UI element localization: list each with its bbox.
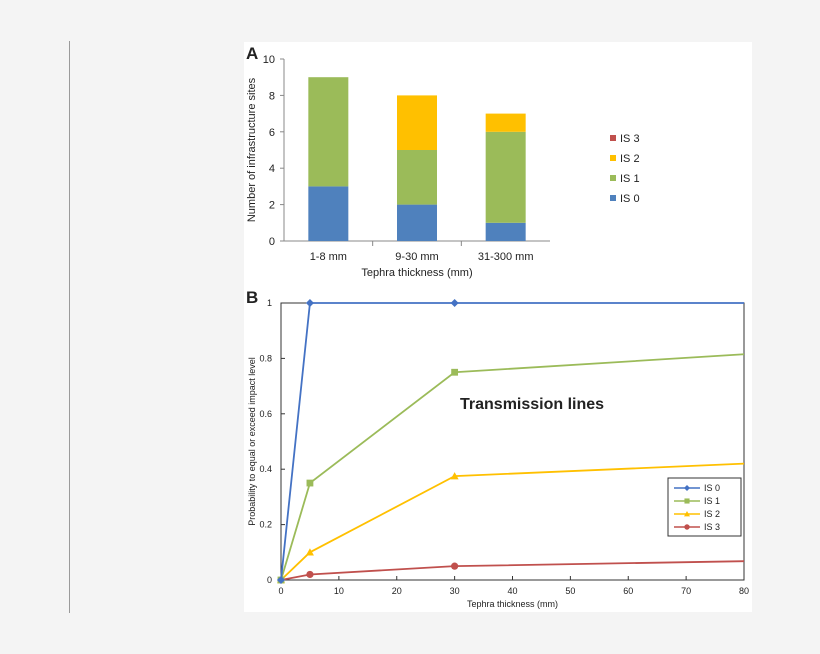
- x-axis-title: Tephra thickness (mm): [361, 267, 472, 279]
- x-tick-label: 0: [278, 586, 283, 596]
- bar-segment-is1: [485, 131, 526, 223]
- y-tick-label: 1: [267, 298, 272, 308]
- y-tick-label: 0.6: [259, 409, 272, 419]
- bar-segment-is2: [397, 95, 437, 150]
- data-point-is0: [450, 299, 459, 307]
- y-tick-label: 10: [263, 54, 275, 66]
- data-point-is1: [306, 479, 314, 487]
- series-line-is2: [280, 462, 745, 581]
- bar-segment-is0: [397, 204, 437, 241]
- x-tick-label: 50: [565, 586, 575, 596]
- y-axis-title: Probability to equal or exceed impact le…: [247, 357, 257, 526]
- bar-segment-is1: [308, 77, 349, 187]
- legend-label: IS 1: [620, 173, 640, 185]
- bar-segment-is0: [308, 186, 349, 241]
- bar-segment-is2: [485, 113, 526, 132]
- legend-label: IS 3: [620, 133, 640, 145]
- x-tick-label: 60: [623, 586, 633, 596]
- x-tick-label: 70: [681, 586, 691, 596]
- data-point-is0: [305, 299, 314, 307]
- legend-label: IS 2: [620, 153, 640, 165]
- plot-frame: [280, 302, 745, 581]
- x-tick-label: 9-30 mm: [395, 251, 438, 263]
- legend-marker-is3: [684, 524, 690, 530]
- series-line-is0: [280, 302, 744, 581]
- legend-swatch-is0: [610, 195, 616, 201]
- x-tick-label: 40: [507, 586, 517, 596]
- x-tick-label: 20: [392, 586, 402, 596]
- legend-label: IS 0: [620, 193, 640, 205]
- data-point-is3: [306, 570, 314, 579]
- y-tick-label: 0.8: [259, 353, 272, 363]
- legend-label: IS 2: [704, 509, 720, 519]
- data-point-is0: [277, 576, 285, 584]
- panel-b-label: B: [246, 288, 258, 307]
- chart-title: Transmission lines: [460, 396, 604, 413]
- y-tick-label: 2: [269, 200, 275, 212]
- y-tick-label: 6: [269, 127, 275, 139]
- x-tick-label: 80: [739, 586, 749, 596]
- x-tick-label: 30: [450, 586, 460, 596]
- panel-a-label: A: [246, 44, 258, 63]
- data-point-is1: [451, 368, 459, 376]
- legend-marker-is0: [684, 485, 690, 491]
- legend-marker-is1: [684, 498, 690, 504]
- y-tick-label: 0.2: [259, 520, 272, 530]
- bar-segment-is0: [485, 222, 526, 241]
- legend-label: IS 0: [704, 483, 720, 493]
- x-tick-label: 10: [334, 586, 344, 596]
- legend-swatch-is3: [610, 135, 616, 141]
- y-tick-label: 8: [269, 90, 275, 102]
- y-tick-label: 0: [267, 575, 272, 585]
- data-point-is2: [305, 548, 314, 556]
- data-point-is3: [451, 562, 459, 570]
- bar-segment-is1: [397, 150, 437, 205]
- y-axis-title: Number of infrastructure sites: [246, 77, 258, 222]
- legend-label: IS 1: [704, 496, 720, 506]
- data-point-is2: [450, 472, 459, 480]
- series-line-is1: [280, 353, 745, 581]
- legend-swatch-is2: [610, 155, 616, 161]
- legend-marker-is2: [684, 511, 690, 517]
- x-tick-label: 31-300 mm: [478, 251, 534, 263]
- figure-panel: A 0 2 4 6 8 10 1-8 mm 9-30 mm 31-300 mm Tephra thi…: [244, 42, 752, 612]
- x-axis-title: Tephra thickness (mm): [467, 599, 558, 609]
- y-tick-label: 4: [269, 163, 275, 175]
- panel-a-bar-chart: A 0 2 4 6 8 10 1-8 mm 9-30 mm 31-300 mm Tephra thi…: [246, 44, 640, 279]
- legend-label: IS 3: [704, 522, 720, 532]
- series-line-is3: [280, 560, 745, 581]
- left-divider-line: [69, 41, 70, 613]
- x-tick-label: 1-8 mm: [310, 251, 347, 263]
- y-tick-label: 0.4: [259, 464, 272, 474]
- legend-swatch-is1: [610, 175, 616, 181]
- y-tick-label: 0: [269, 236, 275, 248]
